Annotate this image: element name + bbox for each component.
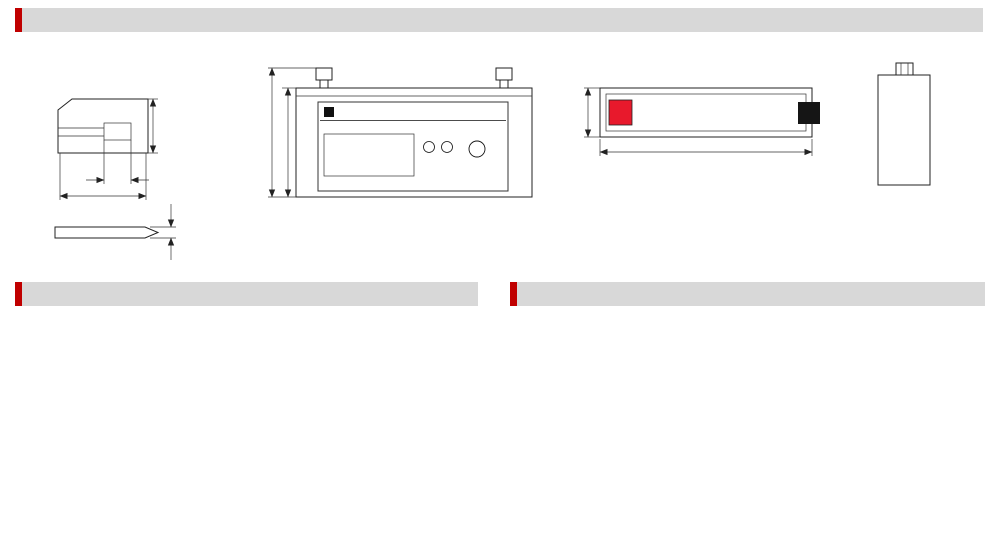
cycle-service-life-header xyxy=(15,282,478,306)
battery-label xyxy=(317,101,509,192)
terminal-profile-shape xyxy=(57,98,149,154)
positive-terminal-red xyxy=(608,99,633,126)
front-left-terminal xyxy=(315,67,333,81)
ul-certification-icon xyxy=(468,140,486,158)
self-discharge-header xyxy=(510,282,985,306)
terminal-slot-hole xyxy=(103,122,132,141)
red-accent-bar xyxy=(15,8,22,32)
battery-side-view xyxy=(877,62,931,186)
dimensions-section-header xyxy=(15,8,983,32)
self-discharge-chart xyxy=(510,313,990,555)
dimension-drawings xyxy=(54,62,931,260)
recycle-pb-icon xyxy=(423,141,435,153)
front-right-terminal xyxy=(495,67,513,81)
terminal-blade-view xyxy=(54,226,160,239)
side-view-case xyxy=(877,74,931,186)
charging-instruction-box xyxy=(323,133,415,177)
recycle-pb-icon xyxy=(441,141,453,153)
battery-top-view xyxy=(584,87,820,156)
brand-logo-mark xyxy=(324,107,334,117)
terminal-detail-drawing xyxy=(54,98,176,260)
negative-terminal-black xyxy=(798,102,820,124)
red-accent-bar xyxy=(510,282,517,306)
cycle-service-life-chart xyxy=(15,313,485,555)
red-accent-bar xyxy=(15,282,22,306)
top-view-case xyxy=(599,87,813,138)
battery-front-view xyxy=(268,67,533,198)
side-view-terminal xyxy=(895,62,914,76)
